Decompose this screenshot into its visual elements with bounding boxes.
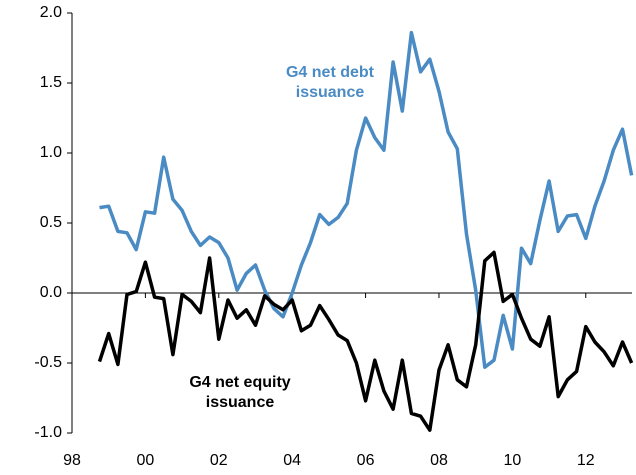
y-tick-label: 1.0 xyxy=(40,144,62,161)
x-tick-label: 08 xyxy=(430,452,448,469)
x-tick-label: 06 xyxy=(357,452,375,469)
x-tick-label: 12 xyxy=(577,452,595,469)
y-tick-label: 1.5 xyxy=(40,74,62,91)
annotation: G4 net debt xyxy=(286,64,375,81)
x-tick-label: 10 xyxy=(503,452,521,469)
y-tick-label: 2.0 xyxy=(40,4,62,21)
x-tick-label: 98 xyxy=(63,452,81,469)
y-tick-label: -1.0 xyxy=(34,424,62,441)
x-tick-label: 04 xyxy=(283,452,301,469)
annotation: G4 net equity xyxy=(189,374,290,391)
y-tick-label: 0.5 xyxy=(40,214,62,231)
y-tick-label: -0.5 xyxy=(34,354,62,371)
series-line xyxy=(99,30,634,369)
annotation: issuance xyxy=(296,84,365,101)
x-tick-label: 00 xyxy=(136,452,154,469)
y-tick-label: 0.0 xyxy=(40,284,62,301)
x-tick-label: 02 xyxy=(210,452,228,469)
series-line xyxy=(97,250,634,432)
annotation: issuance xyxy=(206,394,275,411)
